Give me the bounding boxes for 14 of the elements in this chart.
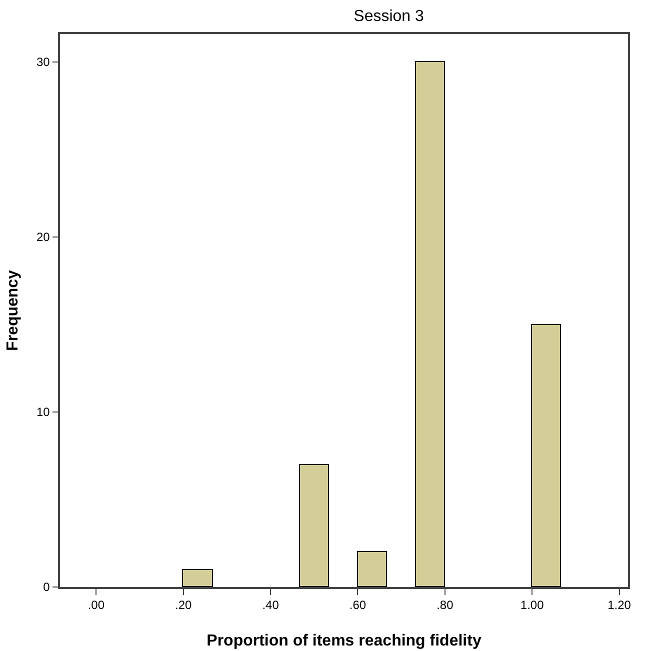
x-tick-label: 1.00 <box>520 598 544 612</box>
x-tick-label: 1.20 <box>608 598 632 612</box>
x-tick-label: .40 <box>262 598 280 612</box>
chart-title: Session 3 <box>354 8 424 25</box>
x-tick-label: .20 <box>175 598 192 612</box>
y-tick-label: 20 <box>36 230 50 244</box>
y-axis-title: Frequency <box>4 270 22 351</box>
y-tick-label: 10 <box>36 405 50 420</box>
y-tick-label: 30 <box>36 55 50 70</box>
x-axis-title: Proportion of items reaching fidelity <box>206 632 482 650</box>
x-tick-label: .00 <box>88 598 105 612</box>
x-tick-label: .80 <box>436 598 454 612</box>
y-tick-label: 0 <box>43 580 50 594</box>
x-tick-label: .60 <box>349 598 366 612</box>
